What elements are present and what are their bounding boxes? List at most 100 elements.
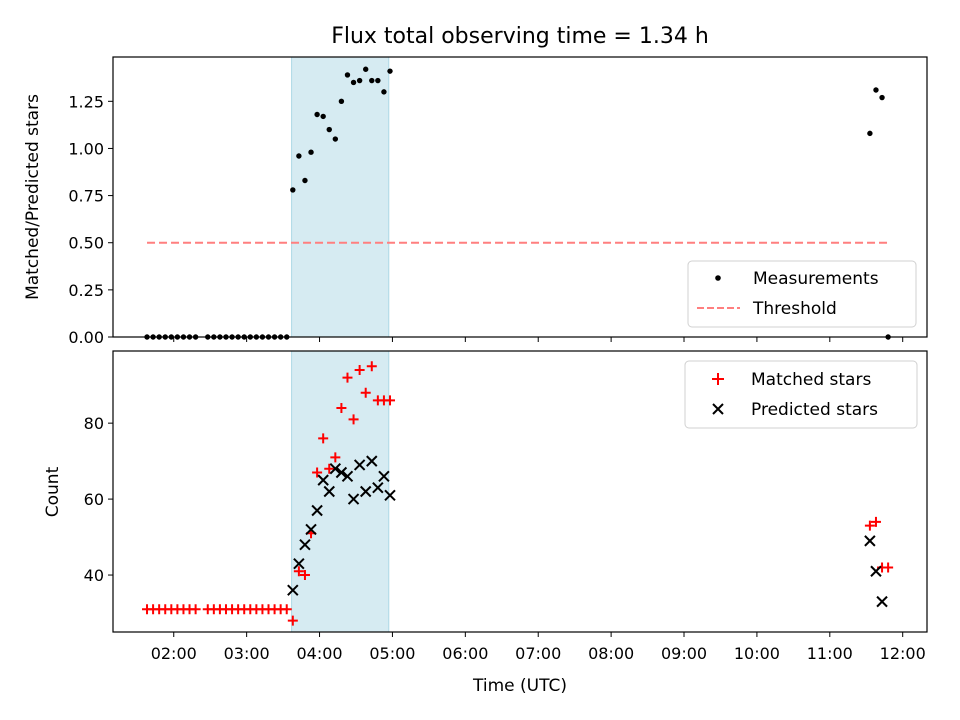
measurement-point xyxy=(387,68,393,74)
measurement-point xyxy=(332,136,339,142)
legend-predicted-label: Predicted stars xyxy=(751,400,878,420)
predicted-star-point xyxy=(341,470,354,483)
measurement-point xyxy=(290,187,296,193)
measurement-point xyxy=(344,72,351,78)
predicted-star-point xyxy=(299,538,311,551)
legend-threshold-label: Threshold xyxy=(752,299,837,319)
top-y-axis-label: Matched/Predicted stars xyxy=(23,94,43,300)
predicted-star-point xyxy=(317,474,329,486)
matched-star-point xyxy=(281,604,292,615)
matched-star-point xyxy=(287,615,298,626)
top-y-tick-label: 0.00 xyxy=(68,328,104,347)
top-axes-frame xyxy=(112,56,928,338)
measurement-point xyxy=(350,79,357,86)
predicted-star-point xyxy=(372,481,384,494)
measurement-point xyxy=(369,77,375,84)
bottom-y-axis-label: Count xyxy=(43,466,63,517)
legend-predicted-marker xyxy=(712,403,724,415)
measurement-point xyxy=(314,111,320,118)
measurement-point xyxy=(375,77,381,84)
matched-star-point xyxy=(312,467,323,478)
x-tick-label: 02:00 xyxy=(151,644,197,663)
matched-star-point xyxy=(870,516,881,527)
predicted-star-point xyxy=(287,584,299,596)
top-y-tick-label: 0.75 xyxy=(68,187,104,206)
measurement-point xyxy=(320,113,326,120)
bottom-y-tick-label: 60 xyxy=(84,490,104,509)
x-tick-label: 06:00 xyxy=(442,644,488,663)
measurement-point xyxy=(302,177,308,184)
matched-star-point xyxy=(348,414,359,425)
predicted-star-point xyxy=(293,557,305,570)
x-tick-label: 07:00 xyxy=(515,644,561,663)
matched-star-point xyxy=(883,562,894,573)
matched-star-point xyxy=(354,364,365,375)
predicted-star-point xyxy=(384,489,396,502)
bottom-panel: 40 60 80 02:00 03:00 04:00 05:00 06:00 07:00 08:0… xyxy=(43,350,928,696)
measurement-point xyxy=(381,89,387,95)
predicted-star-point xyxy=(366,455,378,467)
chart-title: Flux total observing time = 1.34 h xyxy=(331,24,709,49)
measurement-point xyxy=(296,153,302,159)
top-legend-box xyxy=(687,260,917,328)
x-tick-label: 08:00 xyxy=(588,644,634,663)
predicted-star-point xyxy=(870,565,882,577)
matched-star-point xyxy=(864,520,875,531)
measurement-point xyxy=(326,126,332,133)
top-y-tick-label: 1.25 xyxy=(68,92,104,111)
measurement-point xyxy=(308,149,314,155)
measurement-point xyxy=(873,87,879,93)
matched-star-point xyxy=(318,433,329,444)
x-tick-label: 12:00 xyxy=(880,644,926,663)
legend-measurements-marker xyxy=(715,275,721,281)
x-tick-label: 10:00 xyxy=(734,644,780,663)
x-tick-label: 03:00 xyxy=(224,644,270,663)
legend-matched-marker xyxy=(712,373,724,385)
predicted-star-point xyxy=(305,523,317,536)
predicted-star-point xyxy=(359,485,372,498)
x-axis-label: Time (UTC) xyxy=(472,676,567,696)
measurement-point xyxy=(879,94,885,101)
legend-measurements-label: Measurements xyxy=(753,269,879,289)
bottom-legend: Matched stars Predicted stars xyxy=(684,360,918,429)
bottom-observing-span xyxy=(291,350,390,633)
predicted-star-point xyxy=(876,595,888,608)
predicted-star-point xyxy=(864,535,876,547)
predicted-star-point xyxy=(353,459,366,471)
matched-star-point xyxy=(330,452,341,463)
measurement-point xyxy=(338,98,345,105)
predicted-star-point xyxy=(311,504,323,517)
x-tick-label: 05:00 xyxy=(369,644,415,663)
measurement-point xyxy=(867,130,873,137)
matched-star-point xyxy=(360,387,371,398)
x-tick-label: 09:00 xyxy=(661,644,707,663)
predicted-star-point xyxy=(347,493,360,505)
matched-star-point xyxy=(342,372,353,383)
bottom-legend-box xyxy=(684,360,918,429)
top-y-tick-label: 1.00 xyxy=(68,139,104,158)
predicted-star-point xyxy=(323,485,335,498)
measurement-point xyxy=(356,77,363,84)
top-legend: Measurements Threshold xyxy=(687,260,917,328)
predicted-star-point xyxy=(329,463,342,475)
bottom-y-tick-label: 80 xyxy=(84,414,104,433)
top-y-tick-label: 0.50 xyxy=(68,234,104,253)
legend-matched-label: Matched stars xyxy=(751,370,871,390)
bottom-axes-frame xyxy=(112,350,928,633)
matched-star-point xyxy=(336,402,347,413)
predicted-star-point xyxy=(335,466,348,479)
x-tick-label: 11:00 xyxy=(807,644,853,663)
matched-star-point xyxy=(190,604,201,615)
top-y-tick-label: 0.25 xyxy=(68,281,104,300)
x-tick-label: 04:00 xyxy=(296,644,342,663)
predicted-star-point xyxy=(378,470,390,483)
top-panel: 0.00 0.25 0.50 0.75 1.00 1.25 Matched/Predict… xyxy=(23,56,928,347)
matched-star-point xyxy=(366,361,377,372)
matched-star-point xyxy=(324,463,335,474)
measurement-point xyxy=(363,66,369,72)
bottom-y-tick-label: 40 xyxy=(84,566,104,585)
matched-star-point xyxy=(385,395,396,406)
matched-star-point xyxy=(293,566,304,577)
